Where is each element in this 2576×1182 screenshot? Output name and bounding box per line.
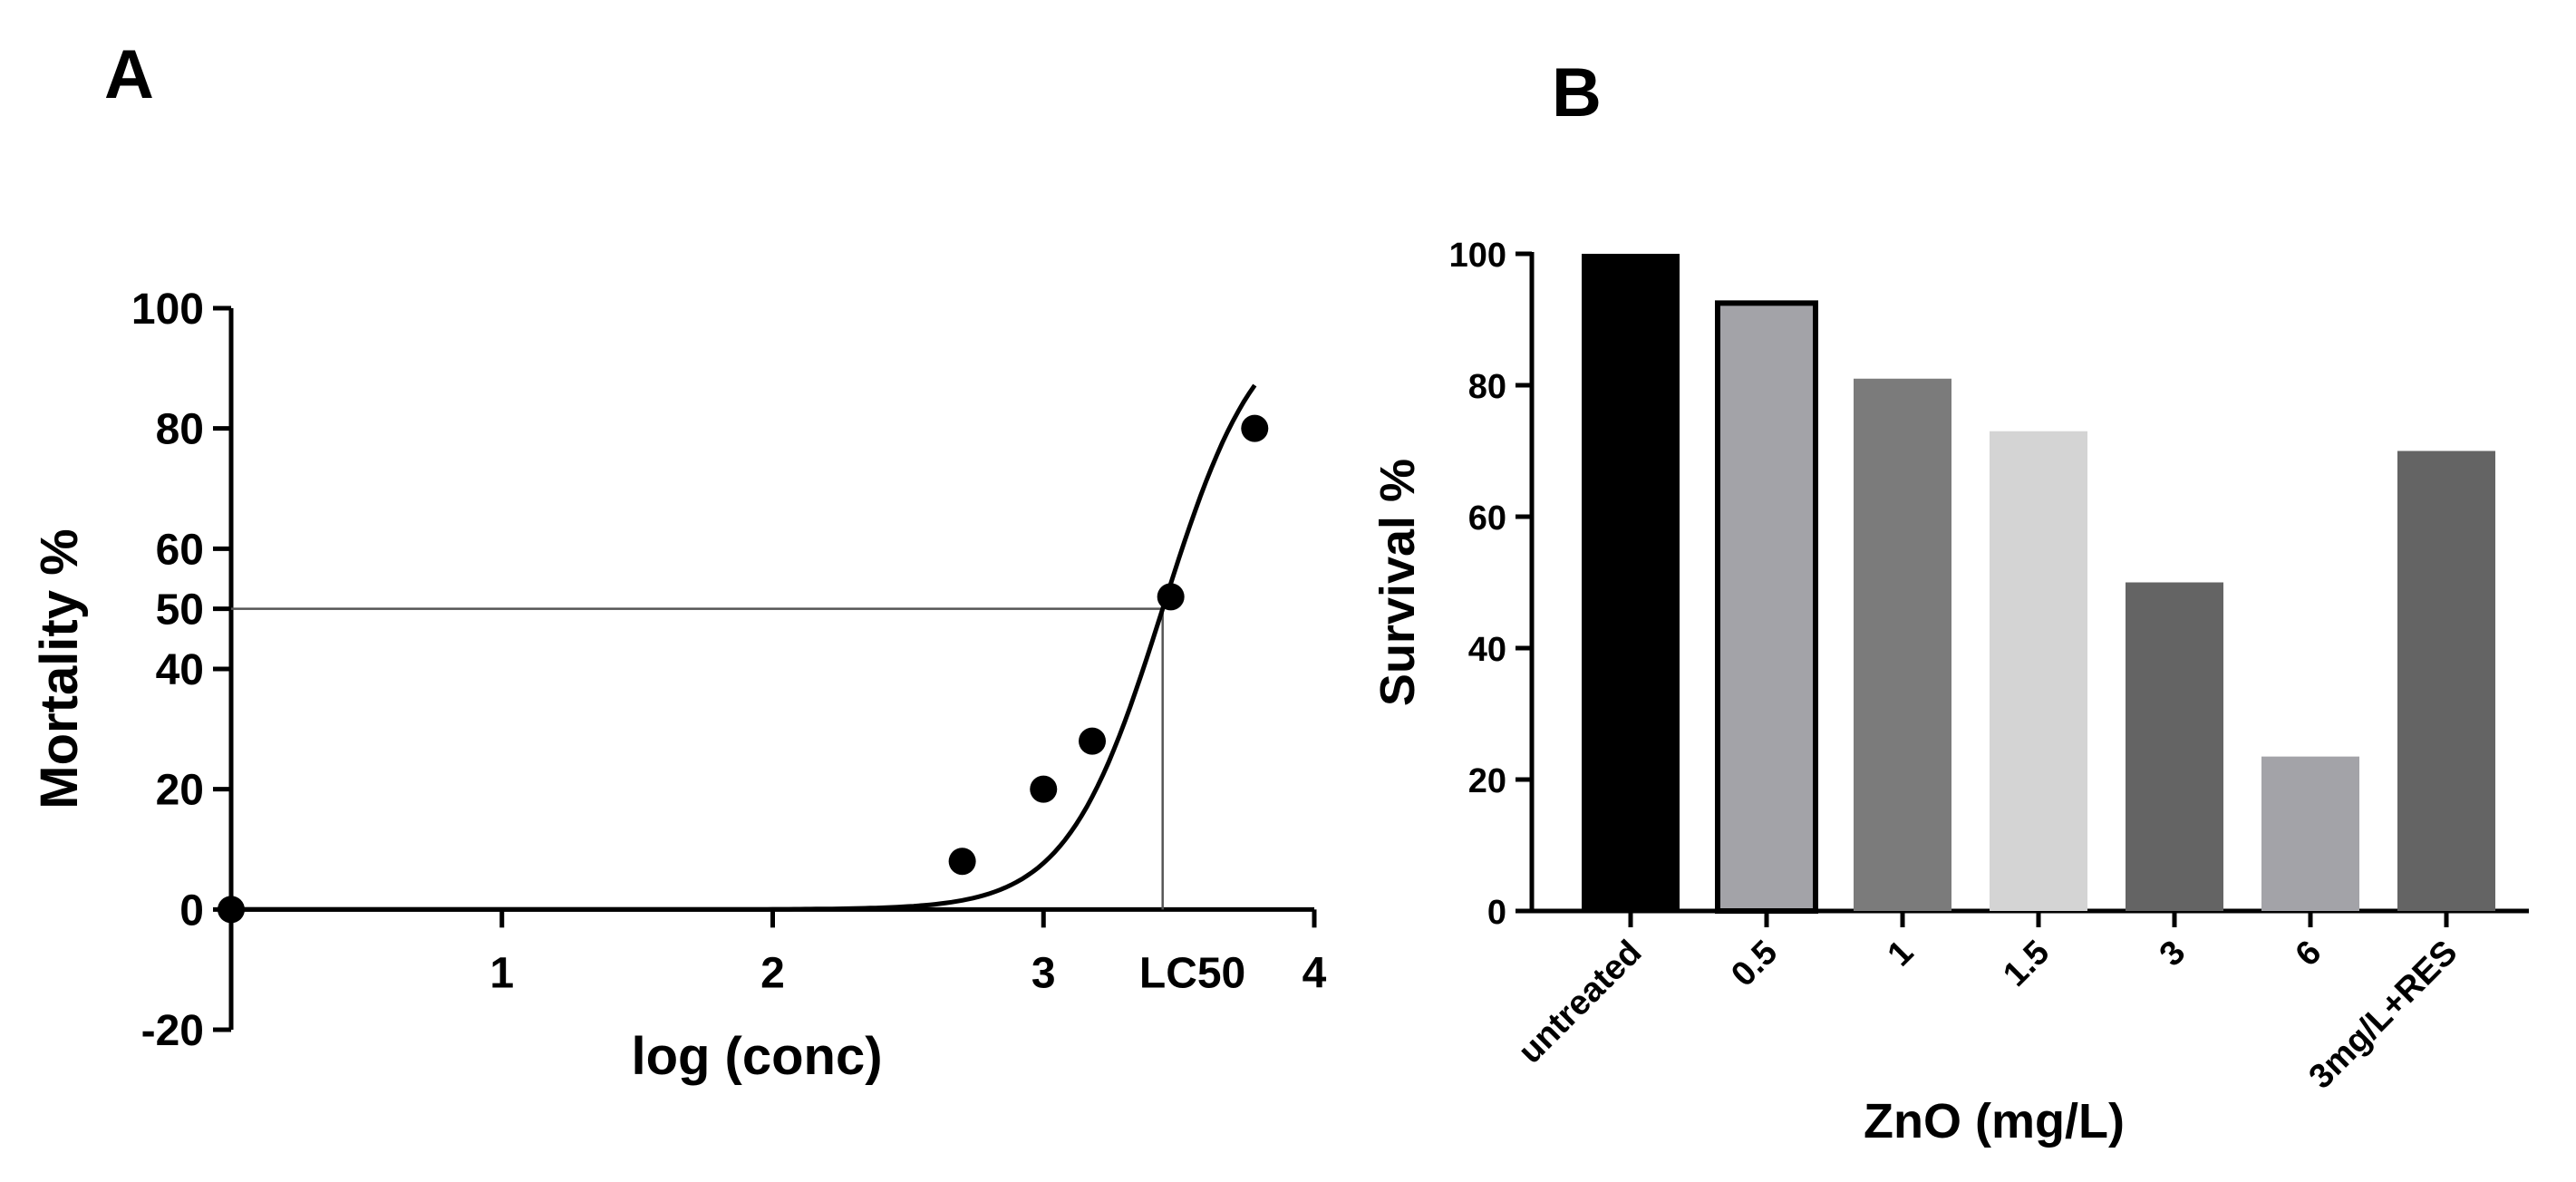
y-axis-title: Mortality %: [30, 528, 89, 809]
bar: [1715, 300, 1818, 914]
y-tick-label: 80: [156, 406, 204, 454]
y-tick-label: 50: [156, 586, 204, 635]
data-point: [218, 896, 245, 924]
fit-curve: [231, 383, 1257, 912]
data-point: [948, 848, 976, 876]
x-tick-label: 1: [489, 949, 514, 997]
y-tick-label: -20: [141, 1007, 204, 1055]
y-tick-label: 60: [156, 526, 204, 574]
data-point: [1030, 775, 1058, 803]
x-tick-label: 3: [2153, 934, 2193, 974]
data-point: [1157, 583, 1185, 611]
x-tick-label: 3: [1031, 949, 1056, 997]
x-tick-label: 6: [2289, 934, 2329, 974]
y-tick-label: 0: [179, 886, 204, 935]
panel-b-label: B: [1552, 54, 1602, 131]
data-point: [1241, 414, 1269, 442]
x-axis-title: ZnO (mg/L): [1864, 1094, 2125, 1148]
data-point: [1079, 727, 1107, 755]
bar: [2126, 582, 2223, 911]
bar: [1990, 431, 2087, 911]
x-tick-label: 4: [1303, 949, 1327, 997]
x-axis-title: log (conc): [631, 1027, 882, 1086]
bar: [1582, 254, 1680, 911]
x-tick-label: 2: [760, 949, 785, 997]
y-tick-label: 80: [1468, 368, 1506, 406]
y-tick-label: 40: [1468, 631, 1506, 669]
x-tick-label: 1: [1881, 934, 1922, 974]
y-tick-label: 100: [131, 286, 204, 334]
x-tick-label: 1.5: [1996, 934, 2057, 994]
y-tick-label: 40: [156, 646, 204, 694]
lc50-label: LC50: [1139, 949, 1245, 997]
bar: [2397, 451, 2495, 911]
bar: [2261, 756, 2359, 911]
y-tick-label: 60: [1468, 499, 1506, 538]
y-tick-label: 100: [1449, 237, 1506, 275]
y-tick-label: 0: [1487, 894, 1506, 932]
y-tick-label: 20: [1468, 762, 1506, 800]
x-tick-label: 0.5: [1724, 934, 1785, 994]
panel-a-label: A: [104, 36, 154, 113]
y-tick-label: 20: [156, 767, 204, 815]
y-axis-title: Survival %: [1370, 459, 1425, 706]
mortality-chart: -20 0 20 40 50 60 80 100 1 2 3 4 LC50 Mortality % log …: [30, 286, 1327, 1086]
x-tick-label: untreated: [1511, 934, 1649, 1071]
bar: [1854, 378, 1951, 911]
